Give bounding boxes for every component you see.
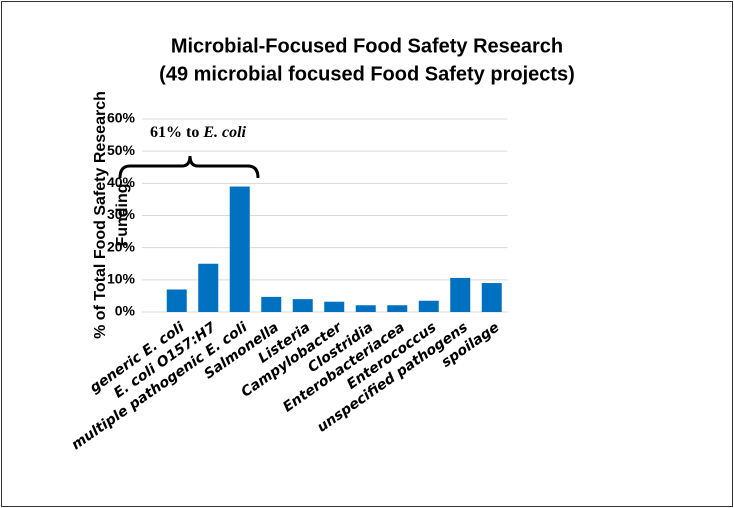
annotation-emphasis: E. coli [202, 124, 246, 141]
bar [450, 277, 471, 312]
bar [261, 296, 282, 312]
annotation: 61% to E. coli [150, 124, 247, 141]
y-tick-label: 0% [115, 303, 136, 319]
y-tick-label: 40% [107, 174, 136, 190]
chart-title: Microbial-Focused Food Safety Research [171, 35, 563, 57]
bar [355, 305, 376, 312]
bar [229, 186, 250, 312]
bar [292, 299, 313, 312]
y-tick-label: 20% [107, 238, 136, 254]
bracket [118, 155, 260, 179]
bar [481, 283, 502, 312]
bar [387, 305, 408, 312]
bar [418, 300, 439, 312]
y-tick-label: 30% [107, 206, 136, 222]
bar [198, 263, 219, 312]
annotation-text: 61% to [150, 124, 199, 141]
y-axis-label: Funding [114, 183, 131, 246]
y-axis-label: % of Total Food Safety Research [92, 91, 109, 339]
bar [166, 289, 187, 312]
y-tick-label: 60% [107, 110, 136, 126]
bar [324, 301, 345, 312]
y-tick-label: 10% [107, 271, 136, 287]
y-tick-label: 50% [107, 142, 136, 158]
chart-subtitle: (49 microbial focused Food Safety projec… [159, 63, 575, 85]
